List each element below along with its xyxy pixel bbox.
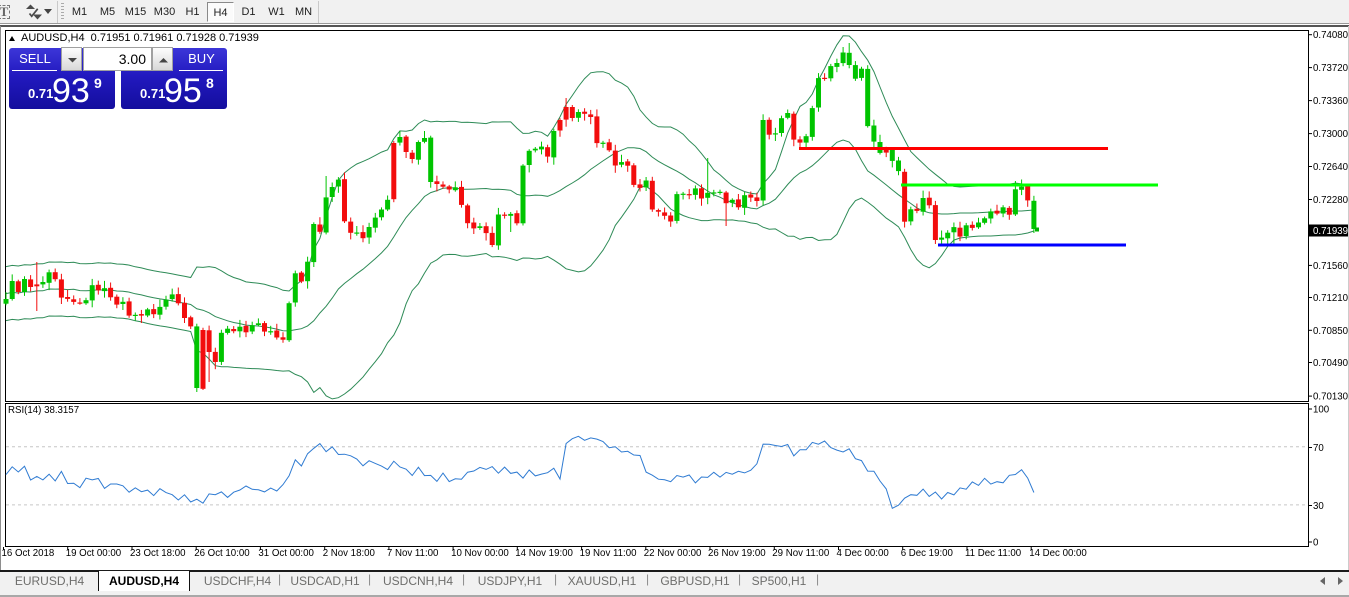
svg-text:14 Dec 00:00: 14 Dec 00:00 [1029,548,1087,559]
svg-text:23 Oct 18:00: 23 Oct 18:00 [130,548,186,559]
svg-text:0.73720: 0.73720 [1313,63,1349,74]
svg-text:70: 70 [1313,443,1324,454]
svg-text:0.70130: 0.70130 [1313,392,1349,403]
svg-text:AUDUSD,H4 0.71951 0.71961 0.7: AUDUSD,H4 0.71951 0.71961 0.71928 0.7193… [21,32,259,44]
svg-text:7 Nov 11:00: 7 Nov 11:00 [387,548,439,559]
svg-text:0.72640: 0.72640 [1313,162,1349,173]
svg-text:19 Nov 11:00: 19 Nov 11:00 [580,548,638,559]
svg-text:6 Dec 19:00: 6 Dec 19:00 [901,548,954,559]
svg-text:2 Nov 18:00: 2 Nov 18:00 [323,548,376,559]
svg-text:19 Oct 00:00: 19 Oct 00:00 [66,548,122,559]
svg-text:0.73360: 0.73360 [1313,96,1349,107]
svg-text:31 Oct 00:00: 31 Oct 00:00 [258,548,314,559]
svg-text:4 Dec 00:00: 4 Dec 00:00 [837,548,890,559]
svg-text:0.70850: 0.70850 [1313,326,1349,337]
svg-text:30: 30 [1313,501,1324,512]
svg-text:RSI(14) 38.3157: RSI(14) 38.3157 [8,405,79,416]
svg-text:100: 100 [1313,405,1330,416]
svg-text:22 Nov 00:00: 22 Nov 00:00 [644,548,702,559]
svg-text:0.70490: 0.70490 [1313,358,1349,369]
svg-text:16 Oct 2018: 16 Oct 2018 [2,548,55,559]
svg-text:0.71210: 0.71210 [1313,293,1349,304]
svg-text:0.73000: 0.73000 [1313,129,1349,140]
svg-text:14 Nov 19:00: 14 Nov 19:00 [515,548,573,559]
svg-text:0.72280: 0.72280 [1313,195,1349,206]
svg-text:0.71939: 0.71939 [1313,226,1348,237]
svg-text:10 Nov 00:00: 10 Nov 00:00 [451,548,509,559]
svg-text:29 Nov 11:00: 29 Nov 11:00 [772,548,830,559]
svg-text:26 Nov 19:00: 26 Nov 19:00 [708,548,766,559]
svg-text:0.74080: 0.74080 [1313,30,1349,41]
svg-text:0.71560: 0.71560 [1313,261,1349,272]
svg-text:11 Dec 11:00: 11 Dec 11:00 [965,548,1022,559]
svg-text:0: 0 [1313,538,1319,549]
svg-text:26 Oct 10:00: 26 Oct 10:00 [194,548,250,559]
